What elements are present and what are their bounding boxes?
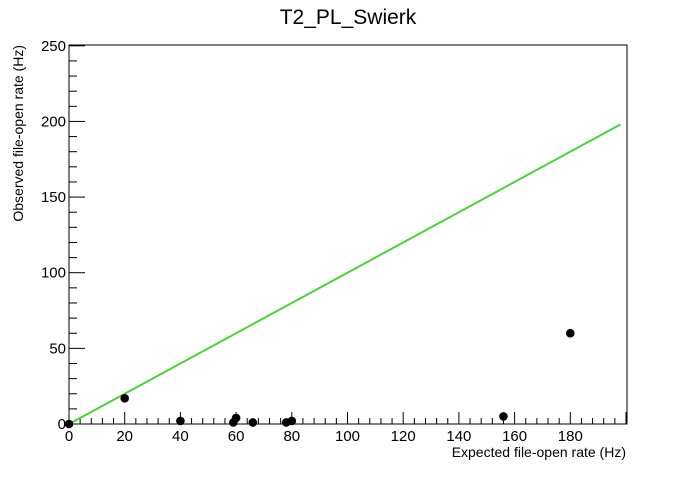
x-tick-label: 120 — [391, 428, 416, 445]
x-tick-label: 40 — [172, 428, 189, 445]
x-tick-label: 100 — [335, 428, 360, 445]
x-tick-label: 80 — [283, 428, 300, 445]
y-tick-label: 200 — [41, 113, 66, 130]
y-tick-label: 100 — [41, 265, 66, 282]
y-tick-label: 150 — [41, 189, 66, 206]
data-point — [499, 412, 508, 421]
x-tick-label: 60 — [228, 428, 245, 445]
data-point — [176, 416, 185, 426]
data-point — [287, 416, 297, 426]
y-axis-title: Observed file-open rate (Hz) — [10, 45, 26, 222]
y-tick-label: 50 — [49, 340, 66, 357]
x-tick-label: 20 — [116, 428, 133, 445]
reference-line — [68, 123, 621, 425]
y-axis: 0 50 100 150 200 250 — [41, 38, 85, 433]
y-tick-label: 250 — [41, 38, 66, 55]
x-axis: 0 20 40 60 80 100 120 140 160 180 — [65, 412, 627, 445]
x-tick-label: 160 — [502, 428, 527, 445]
plot-frame — [68, 44, 628, 425]
data-point — [120, 393, 129, 403]
y-tick-label: 0 — [58, 416, 66, 433]
chart-title: T2_PL_Swierk — [280, 6, 417, 29]
x-tick-label: 180 — [558, 428, 583, 445]
data-point — [566, 328, 575, 338]
data-point — [248, 418, 258, 427]
x-axis-title: Expected file-open rate (Hz) — [452, 444, 626, 460]
data-point — [231, 413, 241, 423]
x-tick-label: 0 — [65, 428, 73, 445]
x-tick-label: 140 — [446, 428, 471, 445]
plot-area — [64, 123, 621, 429]
